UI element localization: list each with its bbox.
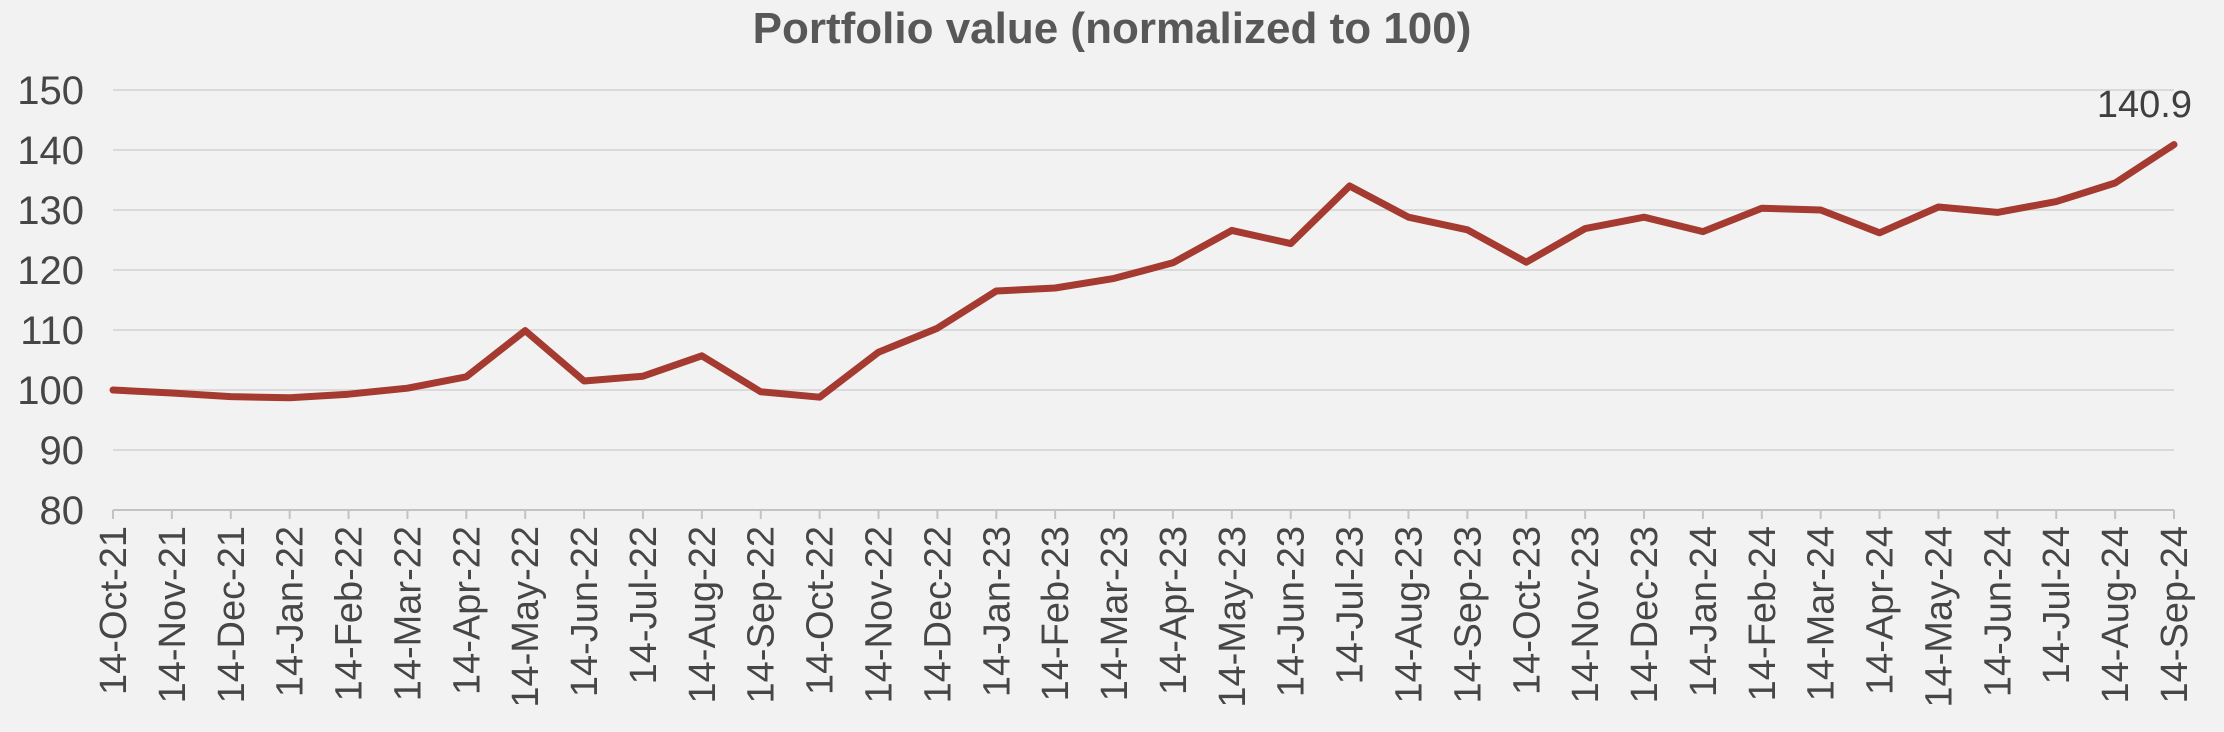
- x-axis-tick-label: 14-Apr-23: [1153, 526, 1195, 695]
- x-axis-tick-label: 14-Sep-23: [1447, 526, 1489, 703]
- x-axis-tick-label: 14-Jun-24: [1977, 526, 2019, 697]
- x-axis-tick-label: 14-Oct-22: [800, 526, 842, 695]
- x-axis-tick-label: 14-Nov-21: [152, 526, 194, 703]
- x-axis-tick-label: 14-Dec-22: [917, 526, 959, 703]
- x-axis-tick-label: 14-Jun-23: [1271, 526, 1313, 697]
- x-axis-tick-label: 14-Aug-24: [2095, 526, 2137, 703]
- y-axis-tick-label: 150: [17, 69, 84, 113]
- x-axis-tick-label: 14-Dec-21: [211, 526, 253, 703]
- x-axis-tick-label: 14-Aug-22: [682, 526, 724, 703]
- x-axis-tick-label: 14-Jul-24: [2036, 526, 2078, 684]
- y-axis-tick-label: 130: [17, 189, 84, 233]
- x-axis-tick-label: 14-Feb-24: [1742, 526, 1784, 701]
- y-axis-tick-label: 90: [40, 429, 85, 473]
- x-axis-tick-label: 14-Feb-23: [1035, 526, 1077, 701]
- y-axis-tick-label: 110: [20, 309, 84, 353]
- x-axis-tick-label: 14-Oct-23: [1506, 526, 1548, 695]
- last-point-data-label: 140.9: [2096, 84, 2192, 126]
- x-axis-tick-label: 14-Nov-23: [1565, 526, 1607, 703]
- chart-title: Portfolio value (normalized to 100): [752, 4, 1472, 53]
- x-axis-tick-label: 14-May-24: [1918, 526, 1960, 708]
- x-axis-tick-label: 14-Jan-23: [976, 526, 1018, 697]
- x-axis-tick-label: 14-Jan-24: [1683, 526, 1725, 697]
- x-axis-tick-label: 14-Apr-24: [1860, 526, 1902, 695]
- portfolio-series-line: [109, 141, 2178, 402]
- y-axis-tick-label: 140: [17, 129, 84, 173]
- y-axis-tick-label: 100: [17, 369, 84, 413]
- x-axis-tick-label: 14-Feb-22: [329, 526, 371, 701]
- x-axis-tick-label: 14-Jul-23: [1330, 526, 1372, 684]
- y-axis-tick-label: 80: [40, 489, 85, 533]
- x-axis-tick-label: 14-May-23: [1212, 526, 1254, 708]
- x-axis-tick-label: 14-Aug-23: [1388, 526, 1430, 703]
- y-axis-tick-label: 120: [17, 249, 84, 293]
- x-axis-tick-label: 14-Jan-22: [270, 526, 312, 697]
- x-axis-tick-label: 14-Oct-21: [93, 526, 135, 695]
- x-axis-tick-label: 14-Dec-23: [1624, 526, 1666, 703]
- x-axis-tick-label: 14-Jun-22: [564, 526, 606, 697]
- x-axis-tick-label: 14-Mar-24: [1801, 526, 1843, 701]
- x-axis-tick-label: 14-Mar-22: [387, 526, 429, 701]
- x-axis-tick-label: 14-Sep-22: [741, 526, 783, 703]
- x-axis-tick-label: 14-May-22: [505, 526, 547, 708]
- x-axis-tick-label: 14-Mar-23: [1094, 526, 1136, 701]
- x-axis-tick-label: 14-Jul-22: [623, 526, 665, 684]
- x-axis-tick-label: 14-Apr-22: [446, 526, 488, 695]
- x-axis-tick-label: 14-Sep-24: [2154, 526, 2196, 703]
- x-axis-tick-label: 14-Nov-22: [859, 526, 901, 703]
